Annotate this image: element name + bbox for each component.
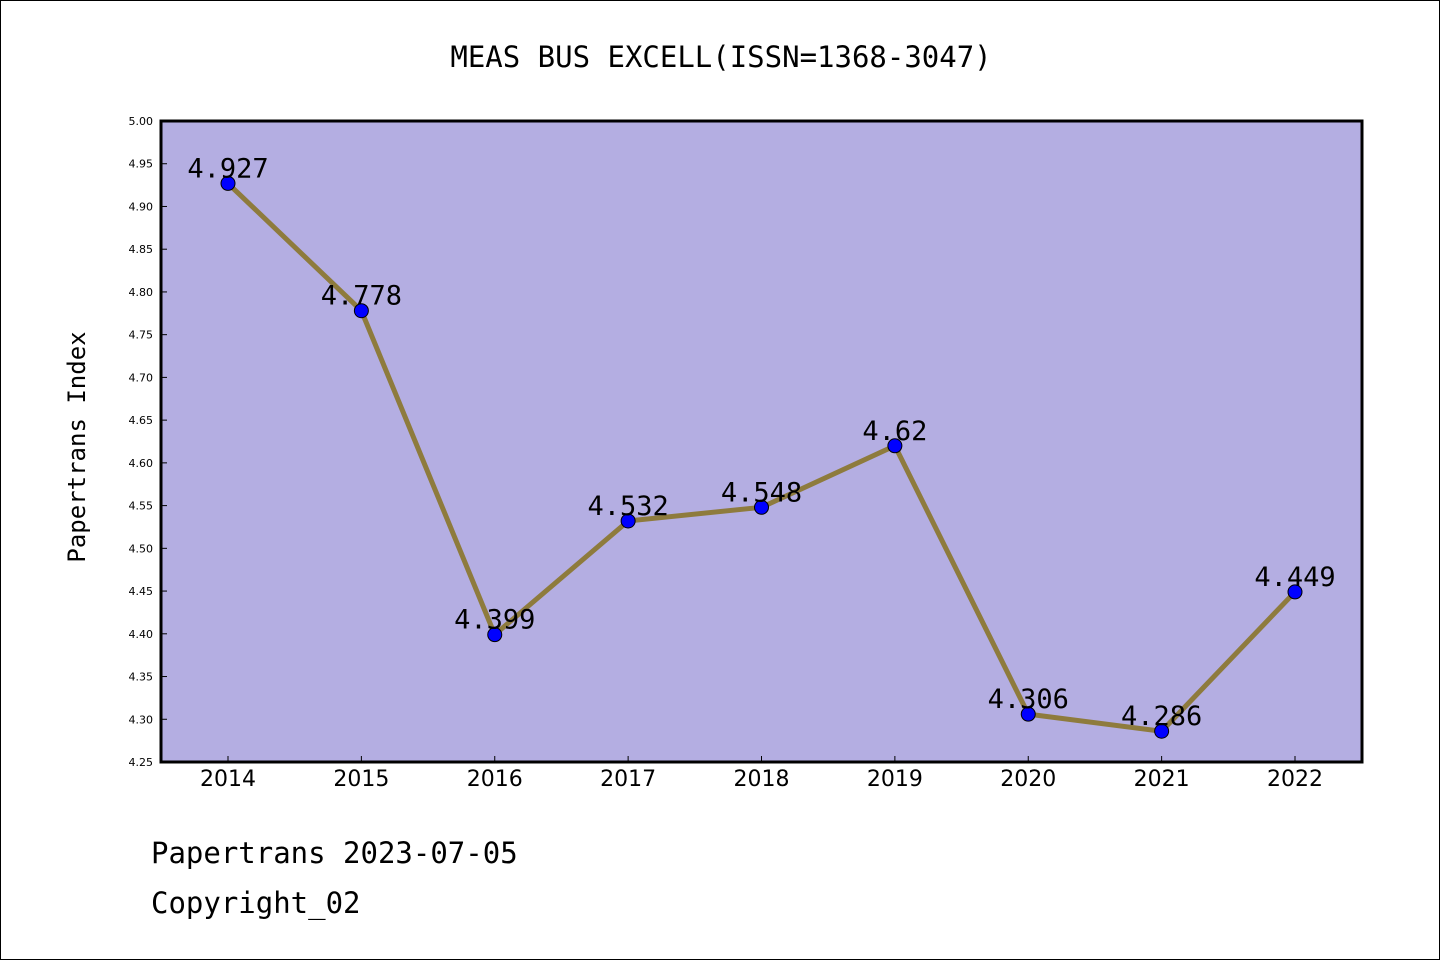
data-point	[754, 499, 769, 515]
y-axis-label: Papertrans Index	[63, 331, 91, 562]
data-point	[1020, 706, 1036, 722]
x-tick-label: 2020	[1000, 767, 1056, 792]
y-tick-label: 4.60	[129, 457, 154, 470]
data-label: 4.399	[454, 605, 535, 636]
y-tick-label: 4.75	[129, 329, 154, 342]
data-label: 4.532	[587, 491, 668, 522]
x-tick-label: 2021	[1134, 767, 1190, 792]
data-point	[1154, 723, 1170, 739]
data-label: 4.927	[187, 153, 268, 184]
y-tick-label: 4.70	[129, 371, 154, 384]
y-tick-label: 5.00	[129, 115, 154, 128]
data-point	[220, 175, 236, 191]
y-axis: 4.25 4.30 4.35 4.40 4.45 4.50 4.55 4.60 4.65 4.70…	[129, 115, 167, 769]
y-tick-label: 4.80	[129, 286, 154, 299]
data-point	[1287, 584, 1303, 600]
y-tick-label: 4.65	[129, 414, 154, 427]
footer-copyright-text: Copyright_02	[151, 886, 361, 920]
y-tick-label: 4.30	[129, 713, 154, 726]
x-tick-label: 2019	[867, 767, 923, 792]
chart-title: MEAS BUS EXCELL(ISSN=1368-3047)	[450, 40, 991, 74]
y-tick-label: 4.40	[129, 628, 154, 641]
x-tick-label: 2015	[333, 767, 389, 792]
x-tick-label: 2022	[1267, 767, 1323, 792]
x-tick-label: 2016	[467, 767, 523, 792]
y-tick-label: 4.85	[129, 243, 154, 256]
data-label: 4.62	[862, 416, 927, 447]
y-tick-label: 4.35	[129, 671, 154, 684]
y-tick-label: 4.90	[129, 200, 154, 213]
y-tick-label: 4.95	[129, 158, 154, 171]
y-tick-label: 4.25	[129, 756, 154, 769]
data-point	[620, 513, 636, 529]
x-tick-label: 2018	[734, 767, 790, 792]
data-point	[887, 438, 903, 454]
plot-area	[159, 119, 1364, 764]
footer-date-text: Papertrans 2023-07-05	[151, 836, 518, 870]
x-tick-label: 2014	[200, 767, 256, 792]
x-tick-label: 2017	[600, 767, 656, 792]
data-point	[353, 303, 369, 319]
y-tick-label: 4.50	[129, 542, 154, 555]
x-axis: 2014 2015 2016 2017 2018 2019 2020 2021 2022	[200, 756, 1323, 792]
data-point	[487, 627, 503, 643]
data-label: 4.548	[721, 477, 802, 508]
data-label: 4.449	[1254, 562, 1335, 593]
y-tick-label: 4.45	[129, 585, 154, 598]
data-label: 4.778	[321, 281, 402, 312]
data-label: 4.306	[988, 684, 1069, 715]
y-tick-label: 4.55	[129, 500, 154, 513]
series-layer: 4.927 4.778 4.399 4.532 4.548 4.62 4.306 4.286 4…	[187, 153, 1336, 739]
data-label: 4.286	[1121, 701, 1202, 732]
